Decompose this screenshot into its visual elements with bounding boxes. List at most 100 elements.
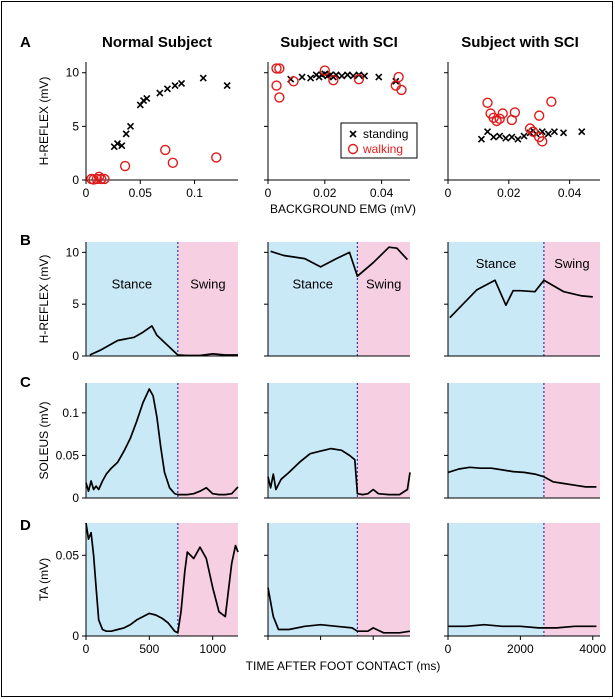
walking-point-a-3-0 — [482, 97, 493, 108]
trace-b-3 — [449, 279, 593, 319]
column-title-sci-1: Subject with SCI — [280, 34, 398, 51]
standing-point-a-3-13 — [550, 128, 558, 136]
trace-c-2 — [267, 447, 411, 496]
walking-point-a-1-3 — [93, 171, 105, 182]
swing-region-c-3 — [543, 383, 600, 498]
walking-point-a-1-9 — [211, 152, 222, 163]
column-title-normal: Normal Subject — [102, 34, 212, 51]
x-tick-label-a-1-1: 0.05 — [129, 186, 153, 200]
legend-label-standing: standing — [363, 127, 408, 141]
standing-point-a-2-2 — [307, 74, 315, 82]
standing-point-a-3-11 — [538, 128, 546, 136]
x-tick-label-d-1-0: 0 — [83, 642, 90, 656]
trace-c-3 — [447, 466, 597, 488]
standing-point-a-2-12 — [343, 71, 352, 79]
walking-point-a-2-3 — [274, 92, 285, 103]
walking-point-a-2-7 — [353, 73, 365, 85]
x-tick-label-a-3-2: 0.04 — [558, 186, 582, 200]
swing-region-c-2 — [357, 383, 410, 498]
y-tick-label-a-1-1: 5 — [72, 119, 79, 133]
y-tick-label-b-1-2: 10 — [66, 245, 80, 259]
legend-label-walking: walking — [362, 142, 403, 156]
swing-label-b-1: Swing — [190, 277, 225, 292]
standing-point-a-1-11 — [177, 79, 186, 88]
walking-point-a-3-9 — [527, 126, 539, 137]
x-tick-label-a-3-0: 0 — [445, 186, 452, 200]
standing-point-a-3-1 — [483, 128, 492, 136]
walking-point-a-2-1 — [274, 63, 285, 74]
standing-point-a-2-11 — [338, 72, 346, 80]
walking-point-a-3-13 — [546, 96, 557, 107]
standing-point-a-1-9 — [163, 85, 171, 93]
standing-point-a-3-15 — [578, 128, 586, 136]
standing-point-a-3-12 — [544, 130, 552, 138]
legend-marker-standing — [349, 130, 357, 138]
y-tick-label-c-1-2: 0.1 — [62, 406, 79, 420]
standing-point-a-3-7 — [520, 132, 528, 140]
walking-point-a-2-6 — [328, 75, 339, 86]
standing-point-a-2-10 — [332, 71, 340, 79]
stance-label-b-2: Stance — [292, 277, 332, 292]
trace-d-1 — [85, 522, 239, 634]
standing-point-a-3-0 — [477, 135, 486, 143]
swing-region-b-1 — [177, 242, 238, 356]
standing-point-a-1-2 — [118, 142, 126, 150]
standing-point-a-2-13 — [349, 72, 357, 80]
stance-region-b-3 — [448, 242, 544, 356]
stance-region-c-1 — [86, 383, 178, 498]
y-tick-label-b-1-0: 0 — [72, 349, 79, 363]
standing-point-a-2-15 — [360, 72, 369, 80]
x-tick-label-d-3-0: 0 — [445, 642, 452, 656]
panel-letter-d: D — [20, 517, 31, 534]
swing-label-b-2: Swing — [366, 277, 401, 292]
x-tick-label-d-3-1: 2000 — [507, 642, 534, 656]
standing-point-a-1-13 — [223, 82, 231, 90]
y-axis-title-c: SOLEUS (mV) — [37, 401, 51, 479]
standing-point-a-2-16 — [375, 73, 383, 81]
trace-b-1 — [89, 325, 238, 357]
panels-layer: 0 5 10 0 0.05 0.1 0 0.02 0.04 0 0.02 0.04 H-REFLEX (… — [37, 62, 606, 673]
walking-point-a-3-3 — [491, 115, 502, 127]
walking-point-a-2-4 — [288, 76, 299, 87]
y-axis-title-d: TA (mV) — [37, 558, 51, 601]
standing-point-a-1-8 — [156, 89, 164, 97]
y-tick-label-a-1-2: 10 — [66, 66, 80, 80]
swing-region-d-2 — [357, 523, 410, 636]
trace-c-1 — [85, 388, 239, 496]
walking-point-a-1-7 — [160, 144, 171, 156]
trace-d-2 — [267, 587, 411, 634]
x-tick-label-a-3-1: 0.02 — [497, 186, 521, 200]
swing-region-b-2 — [357, 242, 410, 356]
standing-point-a-1-3 — [122, 130, 130, 138]
walking-point-a-1-4 — [95, 173, 107, 185]
standing-point-a-3-14 — [559, 129, 568, 137]
x-tick-label-d-1-2: 1000 — [199, 642, 226, 656]
walking-point-a-1-5 — [99, 173, 110, 185]
stance-region-d-2 — [268, 523, 358, 636]
x-tick-label-a-1-0: 0 — [83, 186, 90, 200]
legend-marker-walking — [347, 143, 359, 155]
stance-region-d-1 — [86, 523, 178, 636]
standing-point-a-3-3 — [496, 132, 504, 140]
walking-point-a-2-5 — [319, 65, 330, 76]
trace-b-2 — [270, 246, 409, 278]
swing-region-c-1 — [177, 383, 238, 498]
standing-point-a-3-2 — [490, 133, 498, 141]
walking-point-a-2-9 — [393, 71, 404, 83]
swing-label-b-3: Swing — [554, 256, 589, 271]
walking-point-a-1-2 — [91, 173, 103, 185]
swing-region-d-1 — [177, 523, 238, 636]
stance-region-c-3 — [448, 383, 544, 498]
x-axis-title-d: TIME AFTER FOOT CONTACT (ms) — [246, 659, 441, 673]
standing-point-a-3-4 — [502, 134, 510, 142]
walking-point-a-1-8 — [167, 157, 179, 169]
legend-box — [340, 122, 418, 159]
standing-point-a-3-6 — [514, 135, 522, 143]
x-tick-label-a-2-0: 0 — [265, 186, 272, 200]
y-tick-label-a-1-0: 0 — [72, 173, 79, 187]
panel-letter-b: B — [20, 232, 31, 249]
walking-point-a-2-2 — [271, 80, 282, 91]
standing-point-a-3-5 — [508, 133, 516, 141]
walking-point-a-3-12 — [537, 136, 548, 147]
